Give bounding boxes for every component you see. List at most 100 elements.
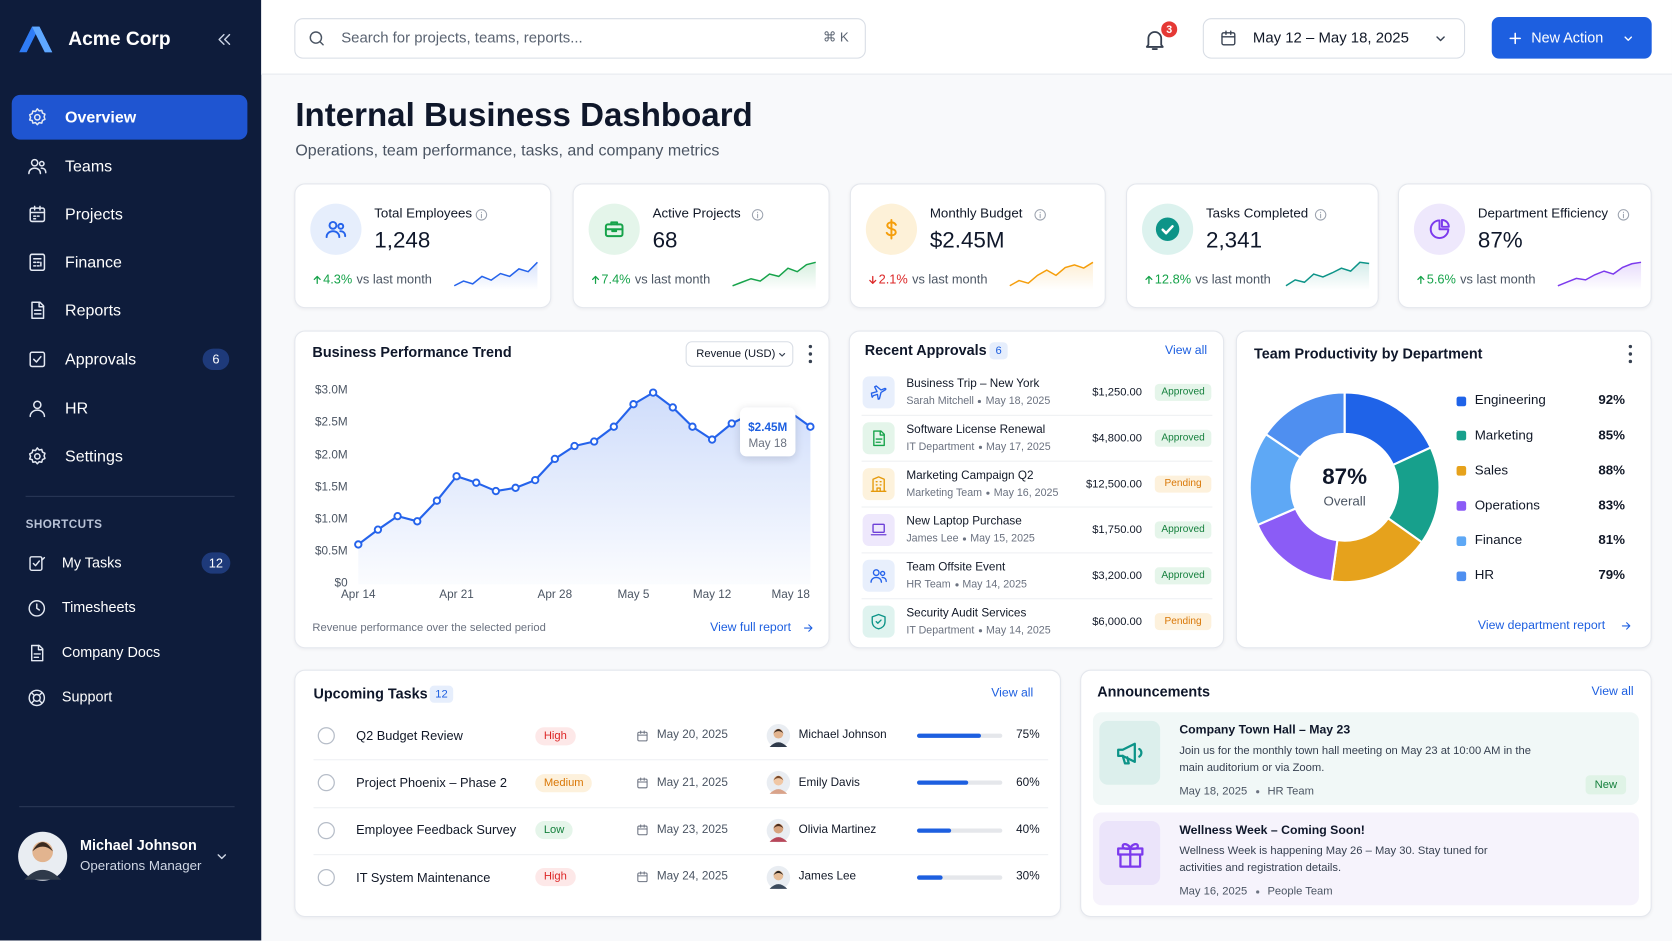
y-tick-label: $0.5M: [315, 545, 348, 558]
approval-icon-part: [879, 570, 886, 577]
y-tick-label: $0: [334, 577, 348, 590]
collapse-button[interactable]: [214, 30, 233, 49]
task-calendar-icon-part: [636, 730, 648, 736]
announcements-view-all[interactable]: View all: [1591, 685, 1634, 699]
task-checkbox[interactable]: [316, 772, 337, 793]
separator-dot: [1255, 889, 1259, 894]
kpi-icon-part: [1440, 218, 1450, 228]
kpi-icon: [1161, 225, 1174, 235]
productivity-menu-button[interactable]: [1627, 344, 1633, 364]
task-checkbox[interactable]: [316, 820, 337, 841]
task-checkbox[interactable]: [316, 867, 337, 888]
legend-swatch: [1456, 571, 1467, 581]
approval-icon-part: [870, 385, 887, 400]
tooltip-value: $2.45M: [748, 421, 788, 435]
donut-segment: [1264, 391, 1346, 459]
kpi-change-note: vs last month: [912, 271, 988, 287]
approval-owner: HR Team: [906, 579, 951, 591]
nav-icon: [31, 301, 45, 320]
shortcut-item[interactable]: [12, 678, 248, 716]
progress-fill: [917, 828, 952, 833]
approval-icon: [870, 569, 887, 583]
kpi-icon: [885, 218, 897, 240]
approvals-view-all[interactable]: View all: [1165, 344, 1208, 358]
task-assignee-avatar: [766, 724, 791, 748]
data-point: [491, 486, 501, 496]
donut-center-value: 87%: [1322, 465, 1368, 490]
kpi-info-icon: [1033, 208, 1046, 221]
kpi-change: 5.6% vs last month: [1427, 270, 1536, 289]
shortcut-icon-part: [27, 599, 45, 617]
approval-icon-part: [872, 523, 885, 534]
department-report-link[interactable]: View department report: [1477, 619, 1606, 633]
task-assignee: James Lee: [798, 870, 857, 884]
task-progress: [917, 780, 1003, 786]
separator-dot: [978, 445, 982, 449]
x-tick-label: Apr 21: [439, 588, 474, 602]
user-avatar-body: [24, 869, 62, 880]
shortcut-label: Support: [61, 688, 113, 705]
data-point: [609, 422, 618, 431]
task-name: Employee Feedback Survey: [356, 822, 517, 838]
task-priority: High: [535, 726, 576, 745]
data-point: [629, 400, 638, 409]
page-subtitle: Operations, team performance, tasks, and…: [295, 141, 720, 160]
task-calendar-icon: [636, 824, 648, 836]
announcement-meta: May 16, 2025 People Team: [1179, 883, 1332, 900]
kpi-trend-arrow: [1144, 275, 1152, 284]
kpi-trend-arrow-part: [1416, 275, 1424, 284]
approval-owner: IT Department: [906, 624, 975, 637]
tasks-view-all[interactable]: View all: [991, 686, 1034, 700]
task-calendar-icon: [636, 730, 648, 741]
notifications-button[interactable]: [1142, 27, 1168, 53]
kpi-info-icon: [1314, 208, 1326, 221]
shortcut-label: Timesheets: [61, 598, 136, 615]
productivity-card: [1235, 330, 1652, 649]
view-report-link[interactable]: View full report: [710, 621, 792, 635]
nav-icon-part: [33, 452, 41, 460]
legend-label: Operations: [1474, 497, 1540, 513]
task-checkbox[interactable]: [316, 725, 337, 746]
kebab-dot: [808, 352, 813, 356]
approval-amount: $12,500.00: [1085, 477, 1143, 491]
task-assignee-avatar-body: [769, 883, 788, 889]
y-tick-label: $1.5M: [315, 480, 348, 494]
legend-label: Engineering: [1474, 392, 1546, 408]
announcement-item[interactable]: [1092, 812, 1639, 906]
approval-icon: [870, 385, 887, 400]
approval-date: May 15, 2025: [970, 533, 1035, 545]
legend-value: 81%: [1598, 532, 1626, 548]
metric-dropdown[interactable]: [685, 341, 794, 367]
task-assignee-avatar: [766, 865, 791, 890]
nav-label: HR: [65, 399, 89, 418]
data-point: [393, 511, 402, 521]
shortcut-icon-part: [33, 644, 43, 658]
nav-label: Finance: [65, 253, 122, 272]
user-chevron-part: [217, 854, 227, 860]
nav-icon-part: [28, 447, 46, 465]
legend-value: 79%: [1598, 567, 1626, 583]
approval-meta: James Lee May 15, 2025: [906, 531, 1035, 547]
kpi-change-note: vs last month: [356, 271, 432, 287]
nav-label: Projects: [65, 205, 123, 224]
approval-icon-part: [875, 619, 882, 624]
task-progress-label: 75%: [1016, 728, 1040, 742]
announcement-team: HR Team: [1267, 784, 1314, 798]
sparkline-area: [732, 262, 816, 291]
announcement-body: Wellness Week is happening May 26 – May …: [1179, 844, 1488, 875]
search-icon-part: [319, 40, 324, 46]
date-range-picker[interactable]: [1202, 18, 1466, 59]
kpi-change-value: 7.4%: [601, 271, 631, 287]
kpi-info-icon-part: [1617, 208, 1629, 221]
sparkline-line: [453, 261, 538, 287]
progress-fill: [917, 733, 981, 738]
kpi-trend-arrow-part: [313, 275, 321, 284]
approvals-count: 6: [989, 342, 1008, 360]
announcement-icon: [1116, 842, 1143, 868]
search-box[interactable]: [294, 18, 866, 59]
nav-item[interactable]: [11, 94, 248, 140]
chart-menu-button[interactable]: [807, 344, 813, 364]
announcement-item[interactable]: [1092, 712, 1639, 806]
kpi-trend-arrow-part: [1144, 275, 1152, 284]
